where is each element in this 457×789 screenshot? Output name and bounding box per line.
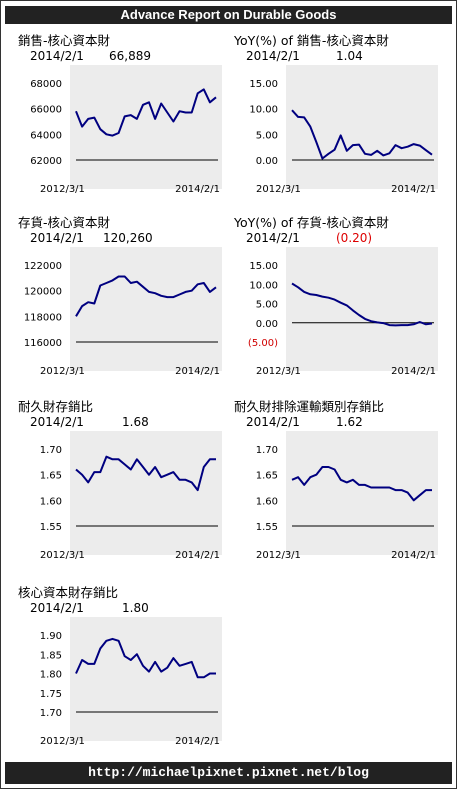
- series-line: [291, 109, 433, 160]
- x-start-label: 2012/3/1: [256, 184, 301, 195]
- y-tick-label: 1.65: [40, 471, 62, 482]
- plot-background: [70, 617, 222, 741]
- x-start-label: 2012/3/1: [40, 736, 85, 747]
- x-end-label: 2014/2/1: [175, 184, 220, 195]
- latest-date: 2014/2/1: [30, 601, 84, 615]
- y-tick-label: 5.00: [256, 130, 278, 141]
- y-tick-label: 1.55: [40, 522, 62, 533]
- y-tick-label: 1.80: [40, 670, 62, 681]
- latest-date: 2014/2/1: [246, 231, 300, 245]
- chart-panel-inventory_yoy: YoY(%) of 存貨-核心資本財 2014/2/1 (0.20) (5.00) 0.…: [234, 212, 438, 387]
- y-tick-label: 1.65: [256, 471, 278, 482]
- x-end-label: 2014/2/1: [175, 736, 220, 747]
- latest-date: 2014/2/1: [30, 415, 84, 429]
- y-tick-label: 118000: [24, 312, 62, 323]
- chart-title: 存貨-核心資本財: [18, 215, 111, 230]
- series-line: [291, 466, 432, 502]
- plot-background: [286, 247, 438, 371]
- plot-background: [286, 65, 438, 189]
- y-tick-label: 10.00: [249, 105, 278, 116]
- x-end-label: 2014/2/1: [175, 366, 220, 377]
- line-chart: 116000 118000 120000 122000 2012/3/1 2014/2/1: [24, 247, 222, 377]
- y-tick-label: 1.75: [40, 689, 62, 700]
- chart-panel-durable_is_ratio: 耐久財存銷比 2014/2/1 1.68 1.55 1.60 1.65 1.70 2012/3…: [18, 396, 222, 571]
- chart-panel-inventory: 存貨-核心資本財 2014/2/1 120,260 116000 118000 12000…: [18, 212, 222, 387]
- report-title: Advance Report on Durable Goods: [5, 6, 452, 24]
- y-tick-label: 1.60: [256, 496, 278, 507]
- x-start-label: 2012/3/1: [40, 366, 85, 377]
- y-tick-label: 1.70: [40, 708, 62, 719]
- line-chart: 1.55 1.60 1.65 1.70 2012/3/1 2014/2/1: [40, 431, 222, 561]
- y-tick-label: 1.55: [256, 522, 278, 533]
- series-line: [75, 275, 217, 317]
- plot-background: [286, 431, 438, 555]
- x-start-label: 2012/3/1: [256, 366, 301, 377]
- chart-title: 耐久財排除運輸類別存銷比: [234, 399, 385, 414]
- latest-value: 66,889: [109, 49, 151, 63]
- y-tick-label: 1.70: [256, 445, 278, 456]
- latest-date: 2014/2/1: [246, 415, 300, 429]
- y-tick-label: 68000: [30, 79, 62, 90]
- line-chart: (5.00) 0.00 5.00 10.00 15.00 2012/3/1 2014/2/1: [248, 247, 438, 377]
- line-chart: 0.00 5.00 10.00 15.00 2012/3/1 2014/2/1: [249, 65, 438, 195]
- series-line: [291, 282, 433, 327]
- y-tick-label: 0.00: [256, 319, 278, 330]
- series-line: [75, 88, 217, 137]
- x-start-label: 2012/3/1: [256, 550, 301, 561]
- chart-panel-ex_transport_is_ratio: 耐久財排除運輸類別存銷比 2014/2/1 1.62 1.55 1.60 1.65 1.70…: [234, 396, 438, 571]
- plot-background: [70, 65, 222, 189]
- x-end-label: 2014/2/1: [175, 550, 220, 561]
- latest-value: 1.62: [336, 415, 363, 429]
- y-tick-label: 1.70: [40, 445, 62, 456]
- y-tick-label: 64000: [30, 130, 62, 141]
- y-tick-label: 62000: [30, 156, 62, 167]
- line-chart: 1.55 1.60 1.65 1.70 2012/3/1 2014/2/1: [256, 431, 438, 561]
- chart-title: 銷售-核心資本財: [18, 33, 111, 48]
- latest-date: 2014/2/1: [246, 49, 300, 63]
- x-end-label: 2014/2/1: [391, 184, 436, 195]
- y-tick-label: 1.85: [40, 650, 62, 661]
- line-chart: 1.70 1.75 1.80 1.85 1.90 2012/3/1 2014/2/1: [40, 617, 222, 747]
- chart-panel-sales_yoy: YoY(%) of 銷售-核心資本財 2014/2/1 1.04 0.00 5.00 10…: [234, 30, 438, 205]
- latest-date: 2014/2/1: [30, 231, 84, 245]
- y-tick-label: 1.90: [40, 631, 62, 642]
- plot-background: [70, 431, 222, 555]
- y-tick-label: (5.00): [248, 338, 278, 349]
- x-start-label: 2012/3/1: [40, 550, 85, 561]
- y-tick-label: 5.00: [256, 300, 278, 311]
- x-end-label: 2014/2/1: [391, 550, 436, 561]
- footer-url[interactable]: http://michaelpixnet.pixnet.net/blog: [5, 762, 452, 784]
- y-tick-label: 66000: [30, 105, 62, 116]
- plot-background: [70, 247, 222, 371]
- y-tick-label: 1.60: [40, 496, 62, 507]
- chart-title: 核心資本財存銷比: [18, 585, 119, 600]
- latest-value: 1.68: [122, 415, 149, 429]
- latest-value: (0.20): [336, 231, 373, 245]
- latest-value: 1.04: [336, 49, 363, 63]
- series-line: [75, 637, 216, 679]
- y-tick-label: 15.00: [249, 79, 278, 90]
- chart-title: 耐久財存銷比: [18, 399, 94, 414]
- y-tick-label: 116000: [24, 338, 62, 349]
- y-tick-label: 0.00: [256, 156, 278, 167]
- series-line: [75, 455, 216, 492]
- chart-title: YoY(%) of 存貨-核心資本財: [234, 215, 389, 230]
- y-tick-label: 122000: [24, 261, 62, 272]
- x-end-label: 2014/2/1: [391, 366, 436, 377]
- latest-value: 120,260: [103, 231, 153, 245]
- y-tick-label: 15.00: [249, 261, 278, 272]
- line-chart: 62000 64000 66000 68000 2012/3/1 2014/2/1: [30, 65, 222, 195]
- y-tick-label: 10.00: [249, 280, 278, 291]
- latest-date: 2014/2/1: [30, 49, 84, 63]
- x-start-label: 2012/3/1: [40, 184, 85, 195]
- chart-panel-core_is_ratio: 核心資本財存銷比 2014/2/1 1.80 1.70 1.75 1.80 1.85 1.90…: [18, 582, 222, 757]
- chart-title: YoY(%) of 銷售-核心資本財: [234, 33, 389, 48]
- latest-value: 1.80: [122, 601, 149, 615]
- chart-panel-sales: 銷售-核心資本財 2014/2/1 66,889 62000 64000 66000 680…: [18, 30, 222, 205]
- y-tick-label: 120000: [24, 287, 62, 298]
